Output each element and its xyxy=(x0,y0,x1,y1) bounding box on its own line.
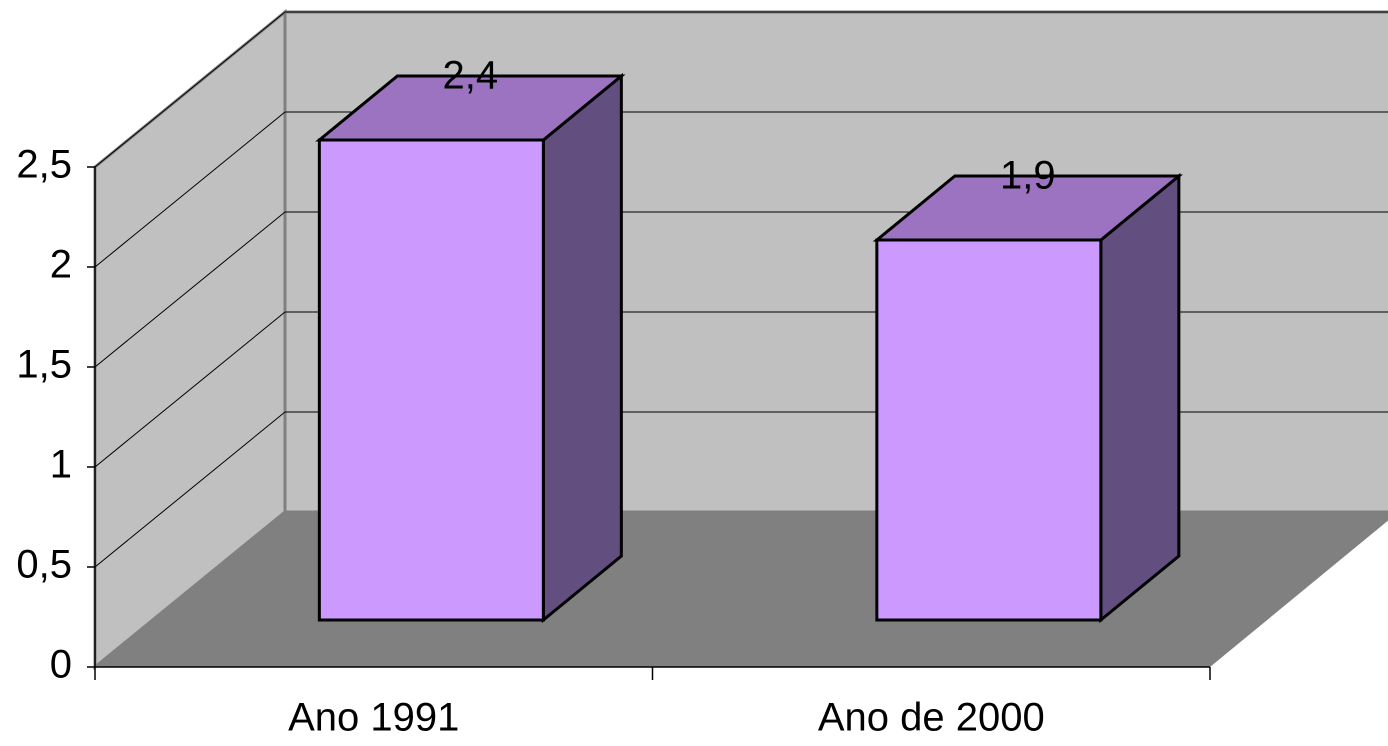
bar-side xyxy=(541,72,623,624)
y-tick-label: 2 xyxy=(50,243,72,287)
grid-line xyxy=(94,111,286,268)
x-tick-label: Ano 1991 xyxy=(288,696,459,740)
y-tick-label: 1,5 xyxy=(16,343,72,387)
grid-line xyxy=(94,211,286,368)
bar xyxy=(317,138,545,622)
value-label: 1,9 xyxy=(1000,154,1056,198)
bar-side xyxy=(1099,172,1181,624)
y-tick-label: 2,5 xyxy=(16,143,72,187)
bar xyxy=(875,238,1103,622)
x-tick-label: Ano de 2000 xyxy=(818,696,1045,740)
value-label: 2,4 xyxy=(443,54,499,98)
y-tick-label: 1 xyxy=(50,443,72,487)
y-tick-label: 0 xyxy=(50,643,72,687)
grid-line xyxy=(94,311,286,468)
grid-line xyxy=(94,11,286,168)
floor xyxy=(95,512,1388,667)
grid-line xyxy=(94,411,286,568)
y-tick-label: 0,5 xyxy=(16,543,72,587)
